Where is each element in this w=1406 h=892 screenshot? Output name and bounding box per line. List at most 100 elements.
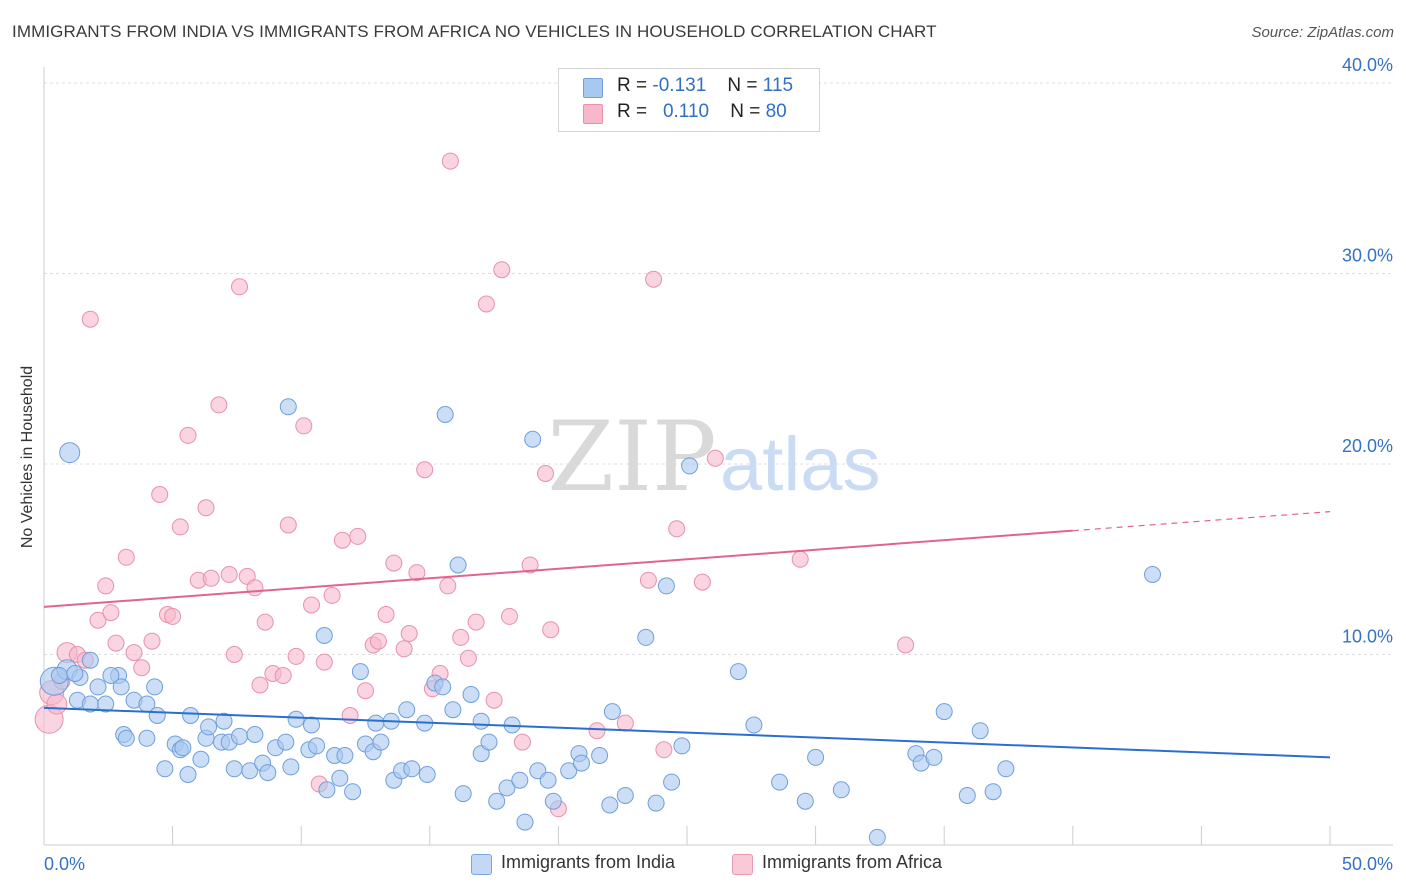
legend-label-india: Immigrants from India	[501, 852, 676, 872]
africa-point	[493, 261, 511, 279]
india-point	[344, 783, 362, 801]
india-trend-line	[43, 706, 1331, 759]
india-point	[454, 785, 472, 803]
watermark-zip: ZIP	[547, 401, 716, 513]
india-point	[449, 556, 467, 574]
africa-point	[513, 733, 531, 751]
india-point	[66, 665, 84, 682]
africa-point	[151, 486, 169, 503]
africa-point	[303, 596, 320, 614]
legend-n-label: N =	[730, 101, 761, 122]
india-point	[997, 760, 1015, 778]
africa-point	[89, 611, 107, 629]
africa-point	[668, 520, 686, 538]
africa-point	[220, 566, 238, 583]
y-tick-label: 10.0%	[1342, 627, 1393, 647]
africa-point	[616, 714, 634, 732]
india-point	[673, 737, 691, 755]
africa-swatch	[583, 104, 603, 124]
africa-point	[639, 571, 657, 589]
africa-point	[588, 722, 606, 740]
africa-point	[369, 632, 387, 650]
india-point	[498, 779, 516, 797]
x-tick-label: 0.0%	[44, 854, 85, 874]
india-point	[462, 686, 480, 703]
india-point	[796, 792, 814, 810]
india-point	[331, 769, 349, 787]
india-point	[215, 712, 233, 730]
africa-point	[416, 461, 434, 479]
india-point	[403, 760, 421, 778]
africa-point	[897, 636, 915, 654]
africa-point	[521, 556, 539, 574]
africa-point	[693, 573, 711, 591]
africa-point	[202, 569, 220, 587]
india-point	[138, 729, 156, 747]
india-point	[81, 651, 99, 669]
india-point	[418, 766, 436, 783]
africa-point	[408, 564, 426, 582]
africa-point	[323, 586, 341, 604]
africa-point	[315, 653, 333, 671]
india-point	[200, 718, 218, 736]
india-point	[745, 716, 763, 734]
india-point	[603, 703, 621, 721]
africa-point	[485, 691, 503, 709]
india-point	[112, 678, 130, 696]
africa-point	[46, 693, 68, 715]
africa-point	[377, 606, 395, 623]
india-point	[279, 398, 297, 416]
india-point	[544, 792, 562, 810]
africa-trend-line	[43, 529, 1073, 608]
africa-point	[467, 613, 485, 631]
africa-point	[439, 577, 457, 595]
india-point	[59, 442, 81, 464]
india-point	[560, 762, 578, 780]
africa-point	[171, 518, 189, 536]
india-point	[156, 760, 174, 778]
y-tick-label: 40.0%	[1342, 55, 1393, 75]
india-point	[97, 695, 115, 713]
africa-point	[107, 634, 125, 652]
africa-point	[452, 628, 470, 646]
india-point	[192, 750, 210, 768]
india-point	[539, 771, 557, 789]
africa-point	[102, 604, 120, 622]
india-point	[637, 628, 655, 646]
legend-r-label: R =	[617, 75, 648, 96]
series-legend: Immigrants from India Immigrants from Af…	[0, 852, 1406, 878]
india-point	[616, 787, 634, 804]
y-tick-label: 30.0%	[1342, 246, 1393, 266]
india-point	[50, 667, 68, 684]
africa-point	[256, 613, 274, 631]
legend-r-label: R =	[617, 101, 648, 122]
india-point	[807, 748, 825, 766]
africa-point	[225, 646, 243, 663]
india-point	[179, 766, 197, 783]
india-point	[935, 703, 953, 721]
africa-point	[791, 550, 809, 568]
india-point	[398, 701, 416, 719]
india-point	[868, 828, 886, 846]
africa-point	[274, 667, 292, 684]
legend-n-value-africa: 80	[765, 101, 787, 122]
india-point	[729, 663, 747, 681]
chart-source: Source: ZipAtlas.com	[1251, 24, 1394, 41]
africa-point	[210, 396, 228, 414]
india-point	[259, 764, 277, 782]
africa-point	[655, 741, 673, 759]
legend-n-label: N =	[727, 75, 758, 96]
africa-point	[246, 579, 264, 597]
africa-point	[125, 644, 143, 662]
india-point	[444, 701, 462, 719]
india-point	[434, 678, 452, 696]
india-point	[832, 781, 850, 799]
india-point	[1144, 566, 1161, 583]
india-point	[657, 577, 675, 595]
africa-point	[295, 417, 313, 435]
africa-legend-swatch	[732, 854, 753, 875]
india-point	[681, 457, 699, 475]
india-point	[102, 667, 120, 684]
india-point	[287, 710, 305, 728]
